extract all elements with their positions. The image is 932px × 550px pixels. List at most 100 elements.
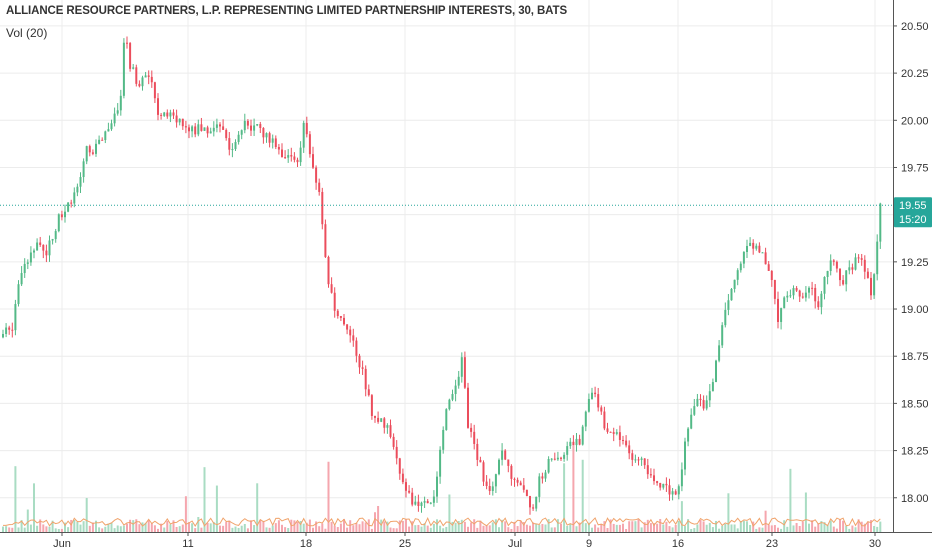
volume-bar xyxy=(711,527,714,532)
candle-up xyxy=(113,113,116,124)
candle-up xyxy=(563,454,566,459)
candle-up xyxy=(26,262,29,264)
candle-up xyxy=(169,112,172,117)
candle-down xyxy=(284,157,287,159)
volume-bar xyxy=(811,520,814,532)
candle-up xyxy=(33,250,35,253)
candle-up xyxy=(460,357,463,377)
candle-up xyxy=(873,274,876,296)
candle-up xyxy=(746,245,748,253)
candle-down xyxy=(764,252,767,265)
candle-down xyxy=(668,485,671,495)
candle-down xyxy=(835,261,838,269)
candle-up xyxy=(253,125,256,131)
volume-bar xyxy=(256,483,259,532)
volume-bar xyxy=(281,524,283,532)
volume-bar xyxy=(163,527,166,532)
volume-bar xyxy=(85,497,88,532)
candle-down xyxy=(262,128,265,138)
volume-bar xyxy=(33,483,35,532)
volume-bar xyxy=(637,519,640,532)
candle-down xyxy=(612,432,615,434)
candle-down xyxy=(389,425,392,437)
candle-up xyxy=(749,242,752,246)
volume-bar xyxy=(615,524,618,532)
volume-bar xyxy=(67,527,70,532)
candle-down xyxy=(150,76,153,83)
volume-bar xyxy=(591,527,593,532)
volume-bar xyxy=(293,520,296,532)
volume-bar xyxy=(82,521,85,532)
candle-down xyxy=(467,387,469,428)
candle-up xyxy=(550,458,553,460)
volume-bar xyxy=(693,528,696,532)
candle-down xyxy=(222,126,225,130)
price-axis[interactable]: 20.5020.2520.0019.7519.5019.2519.0018.75… xyxy=(893,21,929,505)
volume-indicator-label[interactable]: Vol (20) xyxy=(6,26,48,40)
candle-down xyxy=(516,479,519,483)
candle-down xyxy=(618,432,621,440)
volume-bar xyxy=(2,526,4,532)
price-axis-label: 18.00 xyxy=(901,493,929,505)
candle-up xyxy=(386,425,389,428)
candle-down xyxy=(842,280,845,285)
volume-bar xyxy=(770,525,773,532)
volume-bar xyxy=(355,522,358,532)
candle-up xyxy=(212,127,215,132)
candle-up xyxy=(2,334,4,338)
candle-up xyxy=(848,267,851,271)
candle-down xyxy=(752,242,755,249)
volume-bar xyxy=(783,520,786,532)
volume-bar xyxy=(346,527,349,532)
candle-up xyxy=(739,263,742,271)
volume-bar xyxy=(566,525,569,532)
volume-bar xyxy=(581,459,584,532)
volume-bar xyxy=(553,527,556,532)
time-axis-label: 25 xyxy=(399,538,411,550)
candle-up xyxy=(538,476,541,497)
volume-bar xyxy=(330,521,333,532)
candle-down xyxy=(370,395,373,416)
volume-bar xyxy=(479,520,482,532)
volume-bar xyxy=(423,523,426,532)
volume-bar xyxy=(798,525,801,532)
volume-bar xyxy=(463,521,466,532)
candle-up xyxy=(721,325,724,346)
time-axis-label: 18 xyxy=(300,538,312,550)
candle-up xyxy=(197,124,200,135)
volume-bar xyxy=(324,528,327,532)
candle-up xyxy=(854,257,857,270)
volume-bar xyxy=(845,525,848,532)
candle-down xyxy=(166,112,169,117)
volume-bar xyxy=(349,520,352,532)
volume-bar xyxy=(231,527,234,532)
volume-bar xyxy=(507,527,510,532)
volume-bar xyxy=(389,527,392,532)
candle-down xyxy=(643,458,646,466)
volume-bar xyxy=(429,527,432,532)
volume-bar xyxy=(250,520,252,532)
candle-up xyxy=(82,161,85,178)
volume-bar xyxy=(237,527,240,532)
candle-down xyxy=(479,459,482,463)
volume-bar xyxy=(119,526,122,532)
volume-bar xyxy=(299,521,302,532)
volume-bar xyxy=(705,524,708,532)
candle-down xyxy=(225,129,228,139)
candle-up xyxy=(234,142,237,150)
volume-bar xyxy=(358,524,361,532)
candle-up xyxy=(569,441,572,447)
candle-up xyxy=(727,300,730,310)
candle-up xyxy=(51,239,54,241)
time-axis[interactable]: Jun 11 18 25 Jul 9 16 23 30 xyxy=(53,532,881,550)
volume-bar xyxy=(26,509,29,532)
candle-up xyxy=(823,276,826,294)
candle-down xyxy=(70,202,73,204)
volume-bar xyxy=(181,524,184,532)
candle-down xyxy=(392,436,395,447)
candle-down xyxy=(866,271,869,278)
volume-bar xyxy=(801,521,804,532)
volume-bar xyxy=(659,519,662,532)
